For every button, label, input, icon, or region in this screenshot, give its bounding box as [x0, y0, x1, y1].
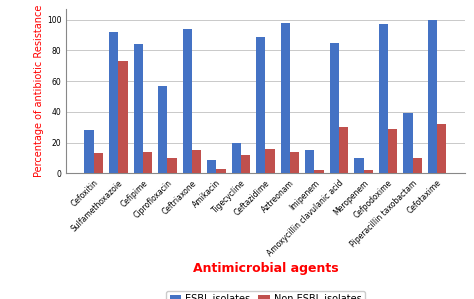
Bar: [241, 155, 250, 173]
Bar: [217, 169, 226, 173]
Bar: [412, 158, 422, 173]
Bar: [84, 130, 94, 173]
Bar: [437, 124, 447, 173]
Bar: [167, 158, 177, 173]
Bar: [192, 150, 201, 173]
Bar: [143, 152, 152, 173]
Bar: [305, 150, 314, 173]
Y-axis label: Percentage of antibiotic Resistance: Percentage of antibiotic Resistance: [34, 5, 44, 177]
Bar: [314, 170, 324, 173]
Bar: [428, 20, 437, 173]
Bar: [281, 23, 290, 173]
Bar: [109, 32, 118, 173]
Bar: [388, 129, 397, 173]
Bar: [290, 152, 299, 173]
Legend: ESBL isolates, Non ESBL isolates: ESBL isolates, Non ESBL isolates: [166, 291, 365, 299]
Bar: [354, 158, 364, 173]
Bar: [94, 153, 103, 173]
Bar: [232, 143, 241, 173]
Bar: [339, 127, 348, 173]
Bar: [330, 43, 339, 173]
Bar: [158, 86, 167, 173]
Bar: [256, 37, 265, 173]
X-axis label: Antimicrobial agents: Antimicrobial agents: [192, 262, 338, 275]
Bar: [182, 29, 192, 173]
Bar: [379, 24, 388, 173]
Bar: [118, 61, 128, 173]
Bar: [364, 170, 373, 173]
Bar: [403, 114, 412, 173]
Bar: [207, 160, 217, 173]
Bar: [265, 149, 275, 173]
Bar: [134, 44, 143, 173]
